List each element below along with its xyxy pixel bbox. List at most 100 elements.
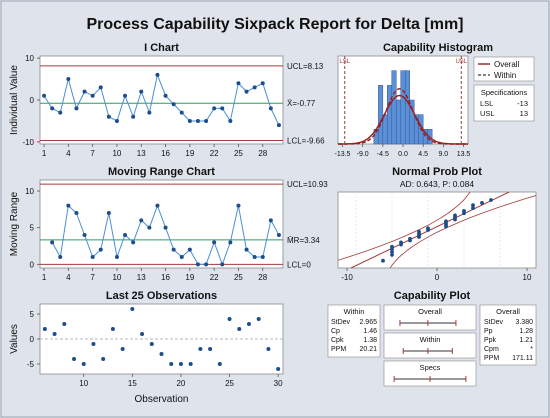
specifications-box xyxy=(473,84,535,122)
i_chart-point xyxy=(90,93,95,98)
histogram-usl-label: USL xyxy=(455,59,467,65)
normal-prob-point xyxy=(453,213,457,218)
mr_chart-xtick-label: 13 xyxy=(137,273,146,282)
i_chart-point xyxy=(74,106,79,111)
last25-point xyxy=(101,357,106,361)
histogram-xtick-label: -4.5 xyxy=(377,151,389,158)
i_chart-point xyxy=(204,118,209,123)
mr_chart-point xyxy=(66,203,71,208)
last25-point xyxy=(159,352,164,356)
specifications-row-value: 13 xyxy=(520,109,528,118)
last25-xtick-label: 10 xyxy=(79,379,88,388)
i_chart-point xyxy=(187,118,192,123)
last25-ylabel: Values xyxy=(9,324,20,354)
mr_chart-point xyxy=(276,233,281,237)
last25-ytick-label: 0 xyxy=(30,335,35,344)
mr_chart-point xyxy=(179,255,184,259)
mr_chart-title: Moving Range Chart xyxy=(108,166,215,178)
normal-prob-point xyxy=(471,203,475,208)
histogram-bar xyxy=(378,85,384,145)
i_chart-point xyxy=(268,106,273,111)
within-stats-value: 2.965 xyxy=(359,319,377,326)
normal-prob-point xyxy=(489,198,493,202)
interval-label: Overall xyxy=(418,307,442,316)
mr_chart-xtick-label: 25 xyxy=(234,273,243,282)
specifications-title: Specifications xyxy=(481,88,528,97)
i_chart-xtick-label: 1 xyxy=(42,149,47,158)
overall-stats-label: Ppk xyxy=(484,337,497,344)
histogram-lsl-label: LSL xyxy=(339,59,350,65)
normal-prob-point xyxy=(462,209,466,213)
last25-point xyxy=(140,332,145,336)
mr_chart-xtick-label: 22 xyxy=(210,273,219,282)
last25-point xyxy=(237,327,242,331)
last25-point xyxy=(276,367,281,371)
interval-label: Specs xyxy=(420,363,441,372)
normal-prob-point xyxy=(408,236,412,241)
normal-prob-point xyxy=(417,229,421,234)
normal-prob-point xyxy=(390,244,394,249)
mr_chart-point xyxy=(90,255,95,259)
last25-point xyxy=(81,362,86,366)
i_chart-xtick-label: 16 xyxy=(161,149,170,158)
legend-overall-label: Overall xyxy=(494,60,520,69)
i_chart-point xyxy=(42,93,47,98)
mr_chart-ytick-label: 0 xyxy=(30,260,35,269)
histogram-legend xyxy=(473,56,535,82)
overall-stats-value: 3.380 xyxy=(515,319,533,326)
mr_chart-point xyxy=(74,211,79,215)
normal-prob-upper-band xyxy=(389,195,536,268)
normal-prob-point xyxy=(444,219,448,224)
i_chart-point xyxy=(220,106,225,111)
mr_chart-point xyxy=(195,262,200,267)
specifications-row-value: -13 xyxy=(517,99,528,108)
mr_chart-point xyxy=(114,255,119,259)
within-stats-label: StDev xyxy=(331,319,351,326)
i_chart-point xyxy=(147,110,152,115)
mr_chart-xtick-label: 16 xyxy=(161,273,170,282)
last25-point xyxy=(42,327,47,331)
last25-xtick-label: 25 xyxy=(225,379,234,388)
last25-ytick-label: -5 xyxy=(27,360,35,369)
histogram-xtick-label: 4.5 xyxy=(418,151,428,158)
mr_chart-point xyxy=(82,233,87,237)
last25-point xyxy=(256,317,261,321)
histogram-xtick-label: 0.0 xyxy=(398,151,408,158)
overall-stats-label: StDev xyxy=(484,319,504,326)
last25-point xyxy=(178,362,183,366)
overall-stats-label: Cpm xyxy=(484,346,499,353)
mr_chart-point xyxy=(98,247,103,252)
overall-stats-label: Pp xyxy=(484,328,493,335)
i_chart-ytick-label: -10 xyxy=(22,138,34,147)
i_chart-point xyxy=(260,81,265,86)
mr_chart-point xyxy=(260,255,265,259)
overall-stats-value: 1.28 xyxy=(519,328,533,335)
mr_chart-point xyxy=(220,262,225,267)
mr_chart-point xyxy=(212,240,217,245)
mr_chart-point xyxy=(155,203,160,208)
i_chart-ytick-label: 0 xyxy=(30,96,35,105)
within-stats-label: PPM xyxy=(331,346,346,353)
normal-prob-point xyxy=(426,226,430,231)
mr_chart-xtick-label: 4 xyxy=(66,273,71,282)
i_chart-lcl-label: LCL=-9.66 xyxy=(287,136,325,145)
normal-prob-point xyxy=(390,250,394,254)
i_chart-ucl-label: UCL=8.13 xyxy=(287,62,324,71)
mr_chart-point xyxy=(147,225,152,230)
histogram-bar xyxy=(404,70,410,145)
last25-point xyxy=(62,322,67,326)
i_chart-xtick-label: 19 xyxy=(185,149,194,158)
i_chart-ytick-label: 10 xyxy=(25,54,34,63)
i_chart-xtick-label: 13 xyxy=(137,149,146,158)
mr_chart-ytick-label: 5 xyxy=(30,224,35,233)
i_chart-center-label: X̄=-0.77 xyxy=(287,99,316,108)
last25-point xyxy=(198,347,203,351)
interval-box xyxy=(383,304,477,331)
mr_chart-point xyxy=(187,247,192,252)
within-stats-value: 20.21 xyxy=(359,346,377,353)
overall-stats-box xyxy=(479,304,537,366)
histogram-bar xyxy=(400,70,406,145)
i_chart-point xyxy=(163,93,168,98)
mr_chart-point xyxy=(50,240,55,245)
